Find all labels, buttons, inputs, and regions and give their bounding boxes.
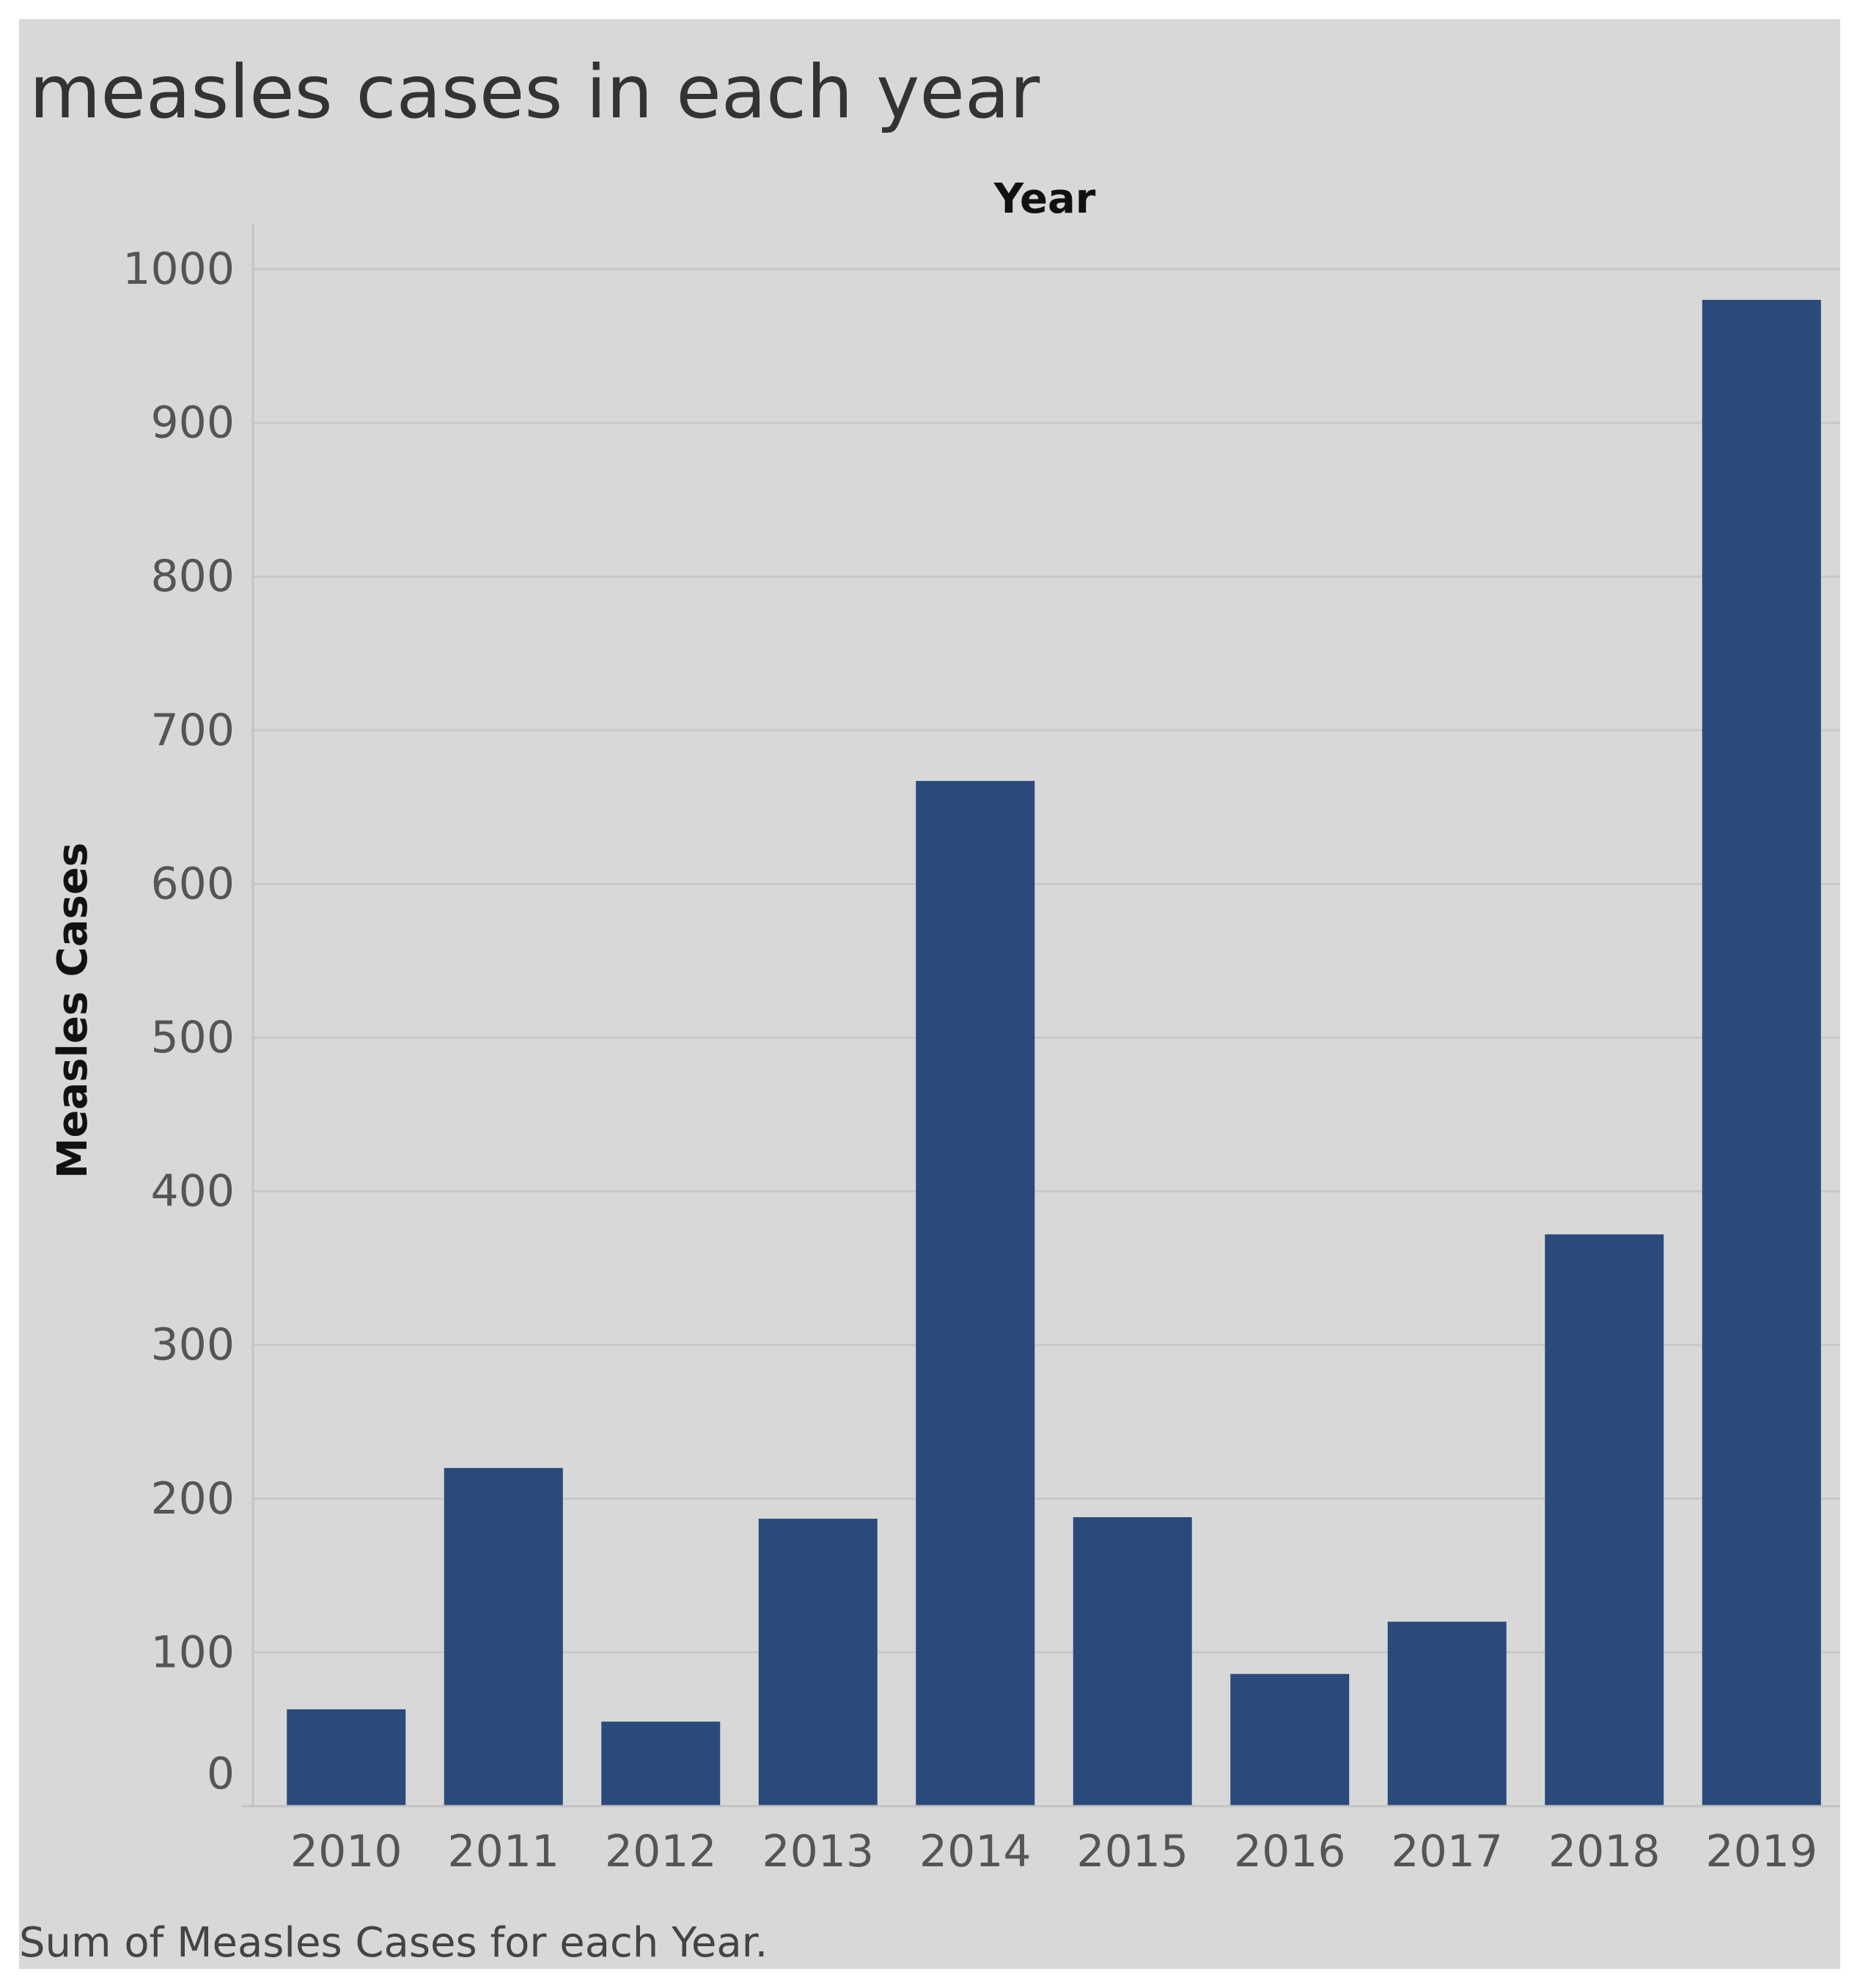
bar-2017[interactable] xyxy=(1387,1621,1507,1806)
y-tick-label: 600 xyxy=(150,858,235,909)
x-axis-title: Year xyxy=(993,175,1096,223)
y-tick-label: 400 xyxy=(150,1166,235,1217)
x-tick-label: 2013 xyxy=(762,1826,874,1877)
x-tick-label: 2018 xyxy=(1548,1826,1661,1877)
x-tick-label: 2015 xyxy=(1076,1826,1188,1877)
y-tick-label: 800 xyxy=(150,551,235,602)
y-tick-label: 100 xyxy=(150,1626,235,1678)
y-tick-label: 0 xyxy=(207,1748,235,1800)
bar-2010[interactable] xyxy=(287,1709,406,1806)
y-tick-label: 500 xyxy=(150,1012,235,1063)
x-tick-label: 2010 xyxy=(290,1826,402,1877)
x-tick-label: 2014 xyxy=(919,1826,1032,1877)
y-axis-title: Measles Cases xyxy=(49,843,97,1178)
bar-2018[interactable] xyxy=(1545,1234,1664,1806)
bar-2011[interactable] xyxy=(444,1467,563,1806)
bar-2012[interactable] xyxy=(601,1721,721,1806)
y-tick-label: 900 xyxy=(150,397,235,449)
x-tick-label: 2019 xyxy=(1705,1826,1817,1877)
chart-caption: Sum of Measles Cases for each Year. xyxy=(19,1919,768,1967)
bar-2014[interactable] xyxy=(916,780,1035,1806)
y-tick-label: 1000 xyxy=(122,243,235,295)
x-tick-label: 2012 xyxy=(605,1826,717,1877)
y-tick-label: 700 xyxy=(150,705,235,756)
x-tick-label: 2011 xyxy=(447,1826,559,1877)
y-tick-label: 300 xyxy=(150,1319,235,1371)
bar-2013[interactable] xyxy=(758,1519,878,1806)
x-tick-label: 2017 xyxy=(1391,1826,1503,1877)
bar-2015[interactable] xyxy=(1073,1516,1192,1806)
chart-title: measles cases in each year xyxy=(29,49,1040,135)
bar-2016[interactable] xyxy=(1230,1673,1350,1806)
x-tick-label: 2016 xyxy=(1234,1826,1346,1877)
bar-2019[interactable] xyxy=(1702,299,1821,1807)
y-tick-label: 200 xyxy=(150,1473,235,1525)
